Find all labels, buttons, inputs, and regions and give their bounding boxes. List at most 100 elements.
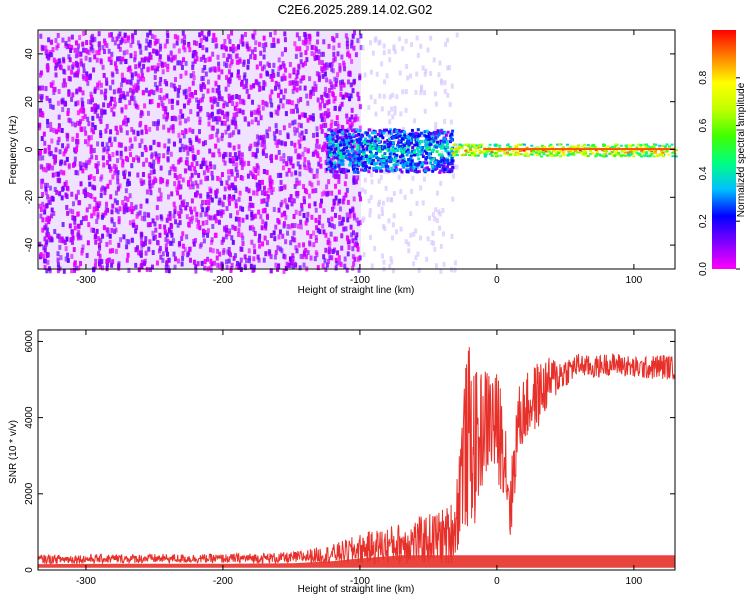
spectrogram-cell [199,38,203,44]
spectrogram-cell [131,34,135,40]
spectrogram-cell [395,129,399,133]
spectrogram-cell [82,47,86,53]
spectrogram-cell [169,151,173,157]
spectrogram-cell [59,255,63,261]
spectrogram-cell [352,141,356,145]
spectrogram-cell [75,40,79,46]
spectrogram-cell [434,136,438,140]
spectrogram-cell [438,60,442,66]
spectrogram-cell [72,267,76,273]
spectrogram-cell [377,199,381,205]
spectrogram-cell [162,124,166,130]
spectrogram-cell [221,236,225,242]
spectrogram-cell [67,54,71,60]
spectrogram-cell [456,148,460,151]
spectrogram-cell [654,143,658,146]
spectrogram-cell [334,195,338,201]
spectrogram-cell [330,66,334,72]
spectrogram-cell [201,141,205,147]
spectrogram-cell [299,78,303,84]
spectrogram-cell [370,159,374,163]
spectrogram-cell [92,148,96,154]
spectrogram-cell [417,170,421,174]
spectrogram-cell [239,157,243,163]
spectrogram-cell [321,263,325,269]
spectrogram-cell [303,32,307,38]
spectrogram-cell [70,69,74,75]
spectrogram-cell [295,127,299,133]
spectrogram-cell [372,167,376,171]
spectrogram-cell [177,48,181,54]
spectrogram-cell [176,35,180,41]
spectrogram-cell [334,128,338,134]
spectrogram-cell [193,155,197,161]
spectrogram-cell [309,115,313,121]
spectrogram-cell [470,143,474,146]
spectrogram-cell [205,207,209,213]
spectrogram-cell [176,222,180,228]
spectrogram-cell [451,196,455,202]
spectrogram-cell [163,229,167,235]
spectrogram-cell [181,255,185,261]
spectrogram-cell [653,150,657,153]
spectrogram-cell [438,225,442,231]
spectrogram-cell [113,96,117,102]
spectrogram-cell [364,139,368,143]
spectrogram-cell [369,94,373,100]
spectrogram-cell [353,242,357,248]
spectrogram-cell [237,216,241,222]
spectrogram-cell [235,111,239,117]
spectrogram-cell [245,88,249,94]
spectrogram-cell [153,221,157,227]
spectrogram-cell [403,163,407,167]
spectrogram-cell [330,129,334,133]
spectrogram-cell [97,236,101,242]
spectrogram-cell [91,37,95,43]
spectrogram-cell [94,239,98,245]
spectrogram-cell [342,146,346,150]
spectrogram-cell [211,223,215,229]
spectrogram-cell [640,151,644,154]
spectrogram-cell [338,136,342,140]
spectrogram-cell [101,233,105,239]
spectrogram-cell [596,153,600,156]
spectrogram-cell [422,176,426,182]
spectrogram-cell [84,130,88,136]
spectrogram-cell [261,137,265,143]
spectrogram-cell [376,132,380,136]
spectrogram-cell [409,42,413,48]
spectrogram-cell [260,225,264,231]
spectrogram-cell [354,114,358,120]
spectrogram-cell [133,51,137,57]
spectrogram-cell [288,122,292,128]
spectrogram-cell [158,81,162,87]
spectrogram-cell [395,153,399,157]
spectrogram-cell [82,68,86,74]
spectrogram-cell [318,105,322,111]
spectrogram-cell [199,56,203,62]
spectrogram-cell [61,222,65,228]
spectrogram-cell [52,154,56,160]
spectrogram-cell [314,149,318,155]
spectrogram-cell [469,148,473,151]
spectrogram-cell [237,144,241,150]
spectrogram-cell [227,196,231,202]
spectrogram-cell [615,149,619,152]
spectrogram-cell [321,51,325,57]
spectrogram-cell [656,153,660,156]
spectrogram-cell [344,192,348,198]
snr-xlabel: Height of straight line (km) [298,584,415,595]
spectrogram-cell [178,120,182,126]
spectrogram-cell [352,117,356,123]
spectrogram-cell [331,35,335,41]
spectrogram-cell [61,82,65,88]
spectrogram-cell [435,167,439,171]
spectrogram-cell [467,143,471,146]
spectrogram-cell [114,190,118,196]
spectrogram-cell [304,254,308,260]
spectrogram-cell [265,240,269,246]
spectrogram-cell [159,196,163,202]
spectrogram-cell [83,113,87,119]
spectrogram-cell [646,145,650,148]
spectrogram-cell [483,153,487,156]
